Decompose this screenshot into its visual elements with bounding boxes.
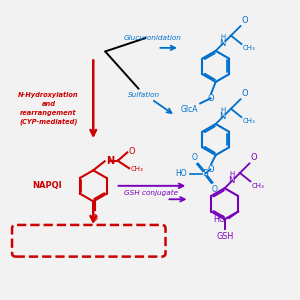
- Text: O: O: [192, 153, 198, 162]
- Text: NAPQI: NAPQI: [32, 181, 62, 190]
- Text: (CYP-mediated): (CYP-mediated): [19, 118, 78, 125]
- Text: O: O: [91, 214, 98, 223]
- Text: N-Hydroxylation: N-Hydroxylation: [18, 92, 79, 98]
- Text: CH₃: CH₃: [243, 118, 255, 124]
- Text: H: H: [221, 107, 226, 113]
- Text: N: N: [220, 39, 226, 48]
- Text: GSH: GSH: [216, 232, 233, 242]
- Text: O: O: [242, 16, 248, 25]
- Text: N: N: [220, 112, 226, 121]
- Text: rearrangement: rearrangement: [20, 110, 77, 116]
- Text: O: O: [128, 147, 135, 156]
- Text: HO: HO: [213, 215, 226, 224]
- Text: O: O: [207, 165, 214, 174]
- Text: O: O: [251, 153, 257, 162]
- Text: Glucuronidation: Glucuronidation: [124, 35, 182, 41]
- Text: CH₃: CH₃: [130, 166, 143, 172]
- Text: N: N: [229, 176, 235, 185]
- Text: H: H: [221, 34, 226, 40]
- Text: CH₃: CH₃: [252, 182, 264, 188]
- Text: N: N: [106, 156, 114, 166]
- Text: H: H: [230, 171, 235, 177]
- Text: and: and: [41, 101, 56, 107]
- Text: O: O: [207, 94, 214, 103]
- Text: O: O: [242, 89, 248, 98]
- Text: HO: HO: [175, 169, 187, 178]
- Text: GSH conjugate: GSH conjugate: [124, 190, 178, 196]
- Text: S: S: [202, 169, 208, 178]
- Text: CH₃: CH₃: [243, 45, 255, 51]
- Text: Sulfation: Sulfation: [128, 92, 160, 98]
- Text: O: O: [211, 185, 217, 194]
- Text: GlcA: GlcA: [180, 105, 198, 114]
